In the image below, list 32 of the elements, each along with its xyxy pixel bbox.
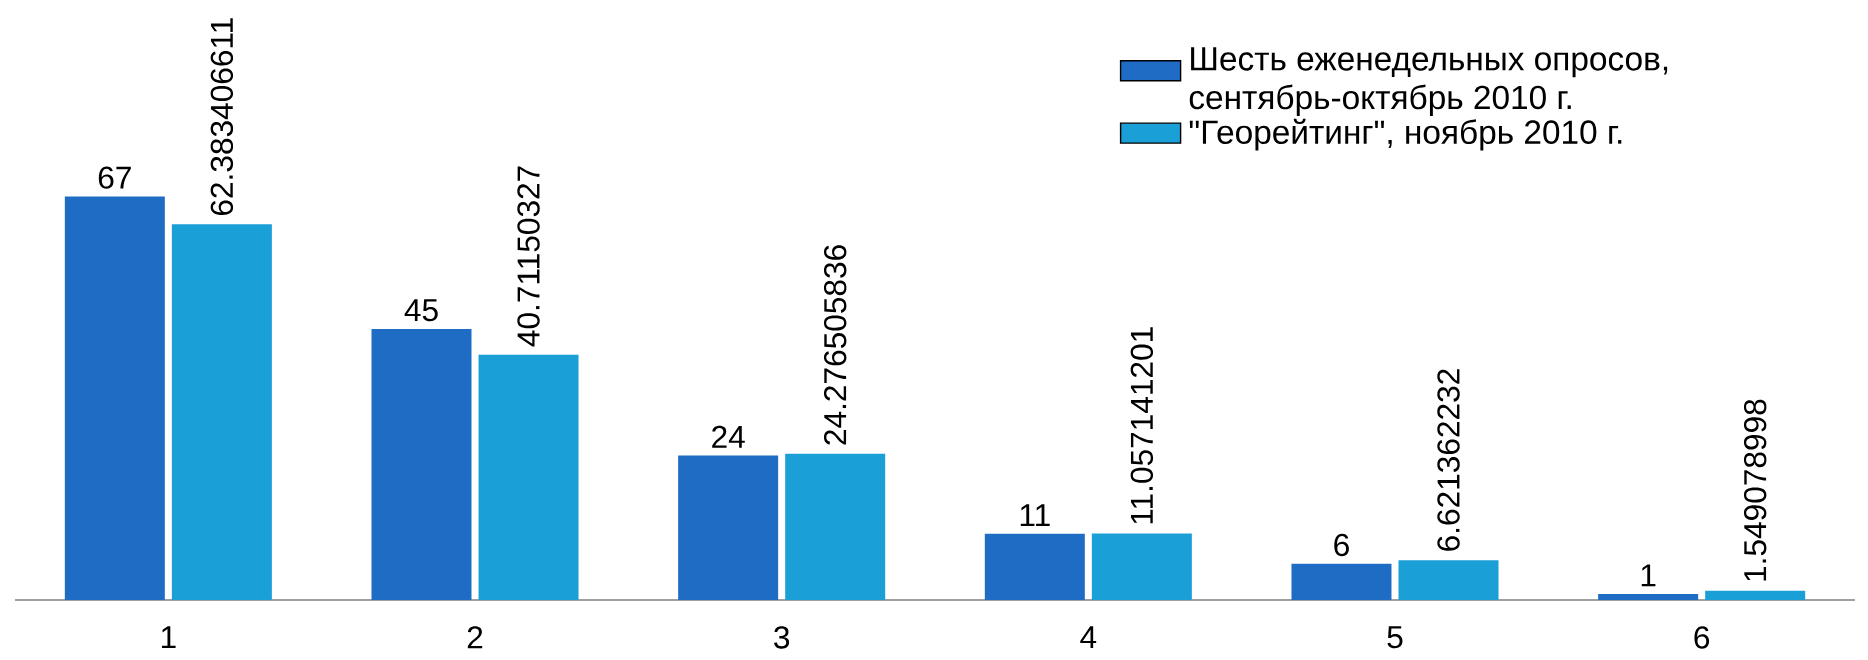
data-label: 1 [1641,564,1656,587]
x-tick-label: 2 [467,626,483,649]
bar [785,453,886,600]
data-label: 24 [712,425,745,448]
x-tick-label: 1 [161,626,176,649]
data-label: 1.549078998 [1743,399,1767,581]
data-label: 11 [1020,504,1050,527]
x-tick-label: 5 [1387,626,1403,649]
data-label: 40.71150327 [517,166,540,347]
legend-label: "Георейтинг", ноябрь 2010 г. [1189,118,1622,151]
bar [1291,563,1392,600]
bar [478,354,579,600]
legend-label: Шесть еженедельных опросов, сентябрь-октябрь 2010 г. [1189,47,1668,116]
x-tick-label: 3 [774,626,790,649]
bar [1398,560,1499,600]
data-label: 11.057141201 [1130,327,1154,524]
data-label: 45 [404,299,438,322]
data-label: 6 [1334,533,1349,557]
data-label: 62.383406611 [210,18,234,216]
x-tick-label: 4 [1080,626,1097,649]
data-label: 67 [98,166,131,189]
bar [984,533,1085,600]
bar [171,224,272,600]
bar [64,196,165,600]
bar [371,329,472,600]
bar [1598,593,1699,600]
data-label: 6.621362232 [1437,369,1460,551]
bar [1705,590,1806,600]
x-tick-label: 6 [1694,626,1710,649]
bar [1091,533,1192,600]
data-label: 24.276505836 [823,245,847,445]
bar [678,455,779,600]
